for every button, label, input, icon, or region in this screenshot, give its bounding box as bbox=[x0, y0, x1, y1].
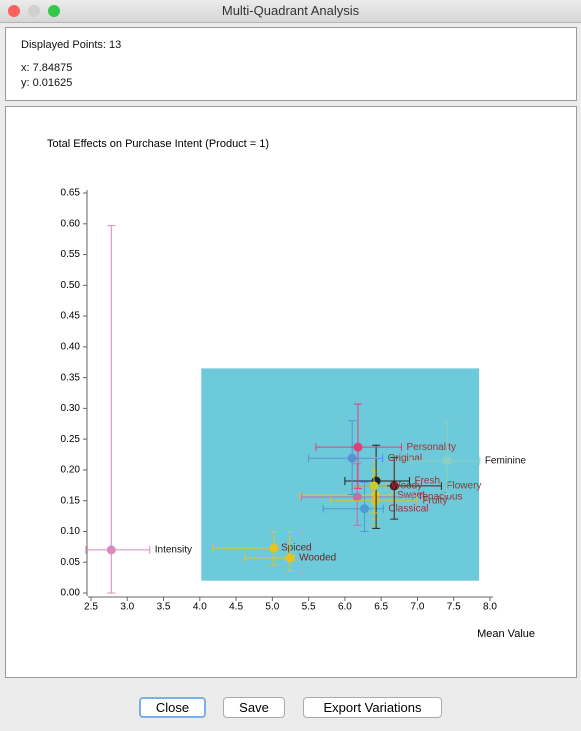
point-label: Sweet bbox=[397, 490, 425, 501]
point bbox=[269, 543, 279, 553]
x-axis-label: Mean Value bbox=[477, 628, 535, 640]
x-tick-label: 8.0 bbox=[483, 602, 497, 613]
y-tick-label: 0.45 bbox=[61, 311, 81, 322]
point-label: Tenacious bbox=[417, 492, 462, 503]
y-tick-label: 0.35 bbox=[61, 372, 81, 383]
y-tick-label: 0.30 bbox=[61, 403, 81, 414]
point-label: Intensity bbox=[155, 545, 192, 556]
point bbox=[370, 496, 380, 506]
y-tick-label: 0.05 bbox=[61, 557, 81, 568]
y-error-bar bbox=[285, 530, 294, 572]
info-panel bbox=[5, 27, 577, 101]
close-light[interactable] bbox=[8, 5, 20, 17]
x-tick-label: 5.0 bbox=[265, 602, 279, 613]
point bbox=[352, 492, 362, 502]
point-label: Wooded bbox=[299, 553, 336, 564]
y-error-bar bbox=[107, 225, 116, 594]
y-tick-label: 0.15 bbox=[61, 495, 81, 506]
point-label: Woody bbox=[391, 481, 422, 492]
minimize-light[interactable] bbox=[28, 5, 40, 17]
x-tick-label: 7.0 bbox=[411, 602, 425, 613]
point-label: Fresh bbox=[414, 476, 440, 487]
point-label: Feminine bbox=[485, 455, 527, 466]
x-tick-label: 6.0 bbox=[338, 602, 352, 613]
point-label: Spiced bbox=[281, 543, 312, 554]
save-button[interactable]: Save bbox=[223, 697, 285, 718]
point bbox=[389, 481, 399, 491]
y-tick-label: 0.25 bbox=[61, 434, 81, 445]
point bbox=[106, 545, 116, 555]
y-tick-label: 0.40 bbox=[61, 341, 81, 352]
x-tick-label: 7.5 bbox=[447, 602, 461, 613]
y-tick-label: 0.50 bbox=[61, 280, 81, 291]
point bbox=[442, 456, 452, 466]
x-error-bar bbox=[322, 504, 384, 513]
close-button[interactable]: Close bbox=[139, 697, 206, 718]
point-label: Fruity bbox=[422, 495, 447, 506]
x-error-bar bbox=[85, 545, 151, 554]
y-tick-label: 0.00 bbox=[61, 588, 81, 599]
y-tick-label: 0.65 bbox=[61, 188, 81, 199]
cursor-x: x: 7.84875 bbox=[21, 62, 73, 74]
point bbox=[347, 453, 357, 463]
y-tick-label: 0.55 bbox=[61, 249, 81, 260]
y-tick-label: 0.20 bbox=[61, 465, 81, 476]
chart-title: Total Effects on Purchase Intent (Produc… bbox=[47, 138, 269, 150]
zoom-light[interactable] bbox=[48, 5, 60, 17]
selection-rect bbox=[201, 368, 480, 581]
cursor-y: y: 0.01625 bbox=[21, 77, 73, 89]
export-button[interactable]: Export Variations bbox=[303, 697, 442, 718]
chart: Total Effects on Purchase Intent (Produc… bbox=[47, 138, 535, 640]
y-tick-label: 0.10 bbox=[61, 526, 81, 537]
point bbox=[369, 481, 379, 491]
x-tick-label: 3.5 bbox=[157, 602, 171, 613]
x-error-bar bbox=[308, 454, 384, 463]
point bbox=[359, 504, 369, 514]
title-bar: Multi-Quadrant Analysis bbox=[0, 0, 581, 23]
point-label: Classical bbox=[388, 503, 428, 514]
displayed-points: Displayed Points: 13 bbox=[21, 39, 122, 51]
point-label: Original bbox=[388, 453, 422, 464]
x-tick-label: 5.5 bbox=[302, 602, 316, 613]
point bbox=[285, 553, 295, 563]
point-label: Flowery bbox=[446, 481, 481, 492]
point-label: Personality bbox=[406, 442, 455, 453]
x-tick-label: 6.5 bbox=[374, 602, 388, 613]
y-tick-label: 0.60 bbox=[61, 218, 81, 229]
x-tick-label: 4.5 bbox=[229, 602, 243, 613]
x-tick-label: 3.0 bbox=[120, 602, 134, 613]
x-tick-label: 4.0 bbox=[193, 602, 207, 613]
window-title: Multi-Quadrant Analysis bbox=[221, 3, 360, 18]
x-tick-label: 2.5 bbox=[84, 602, 98, 613]
point bbox=[353, 442, 363, 452]
